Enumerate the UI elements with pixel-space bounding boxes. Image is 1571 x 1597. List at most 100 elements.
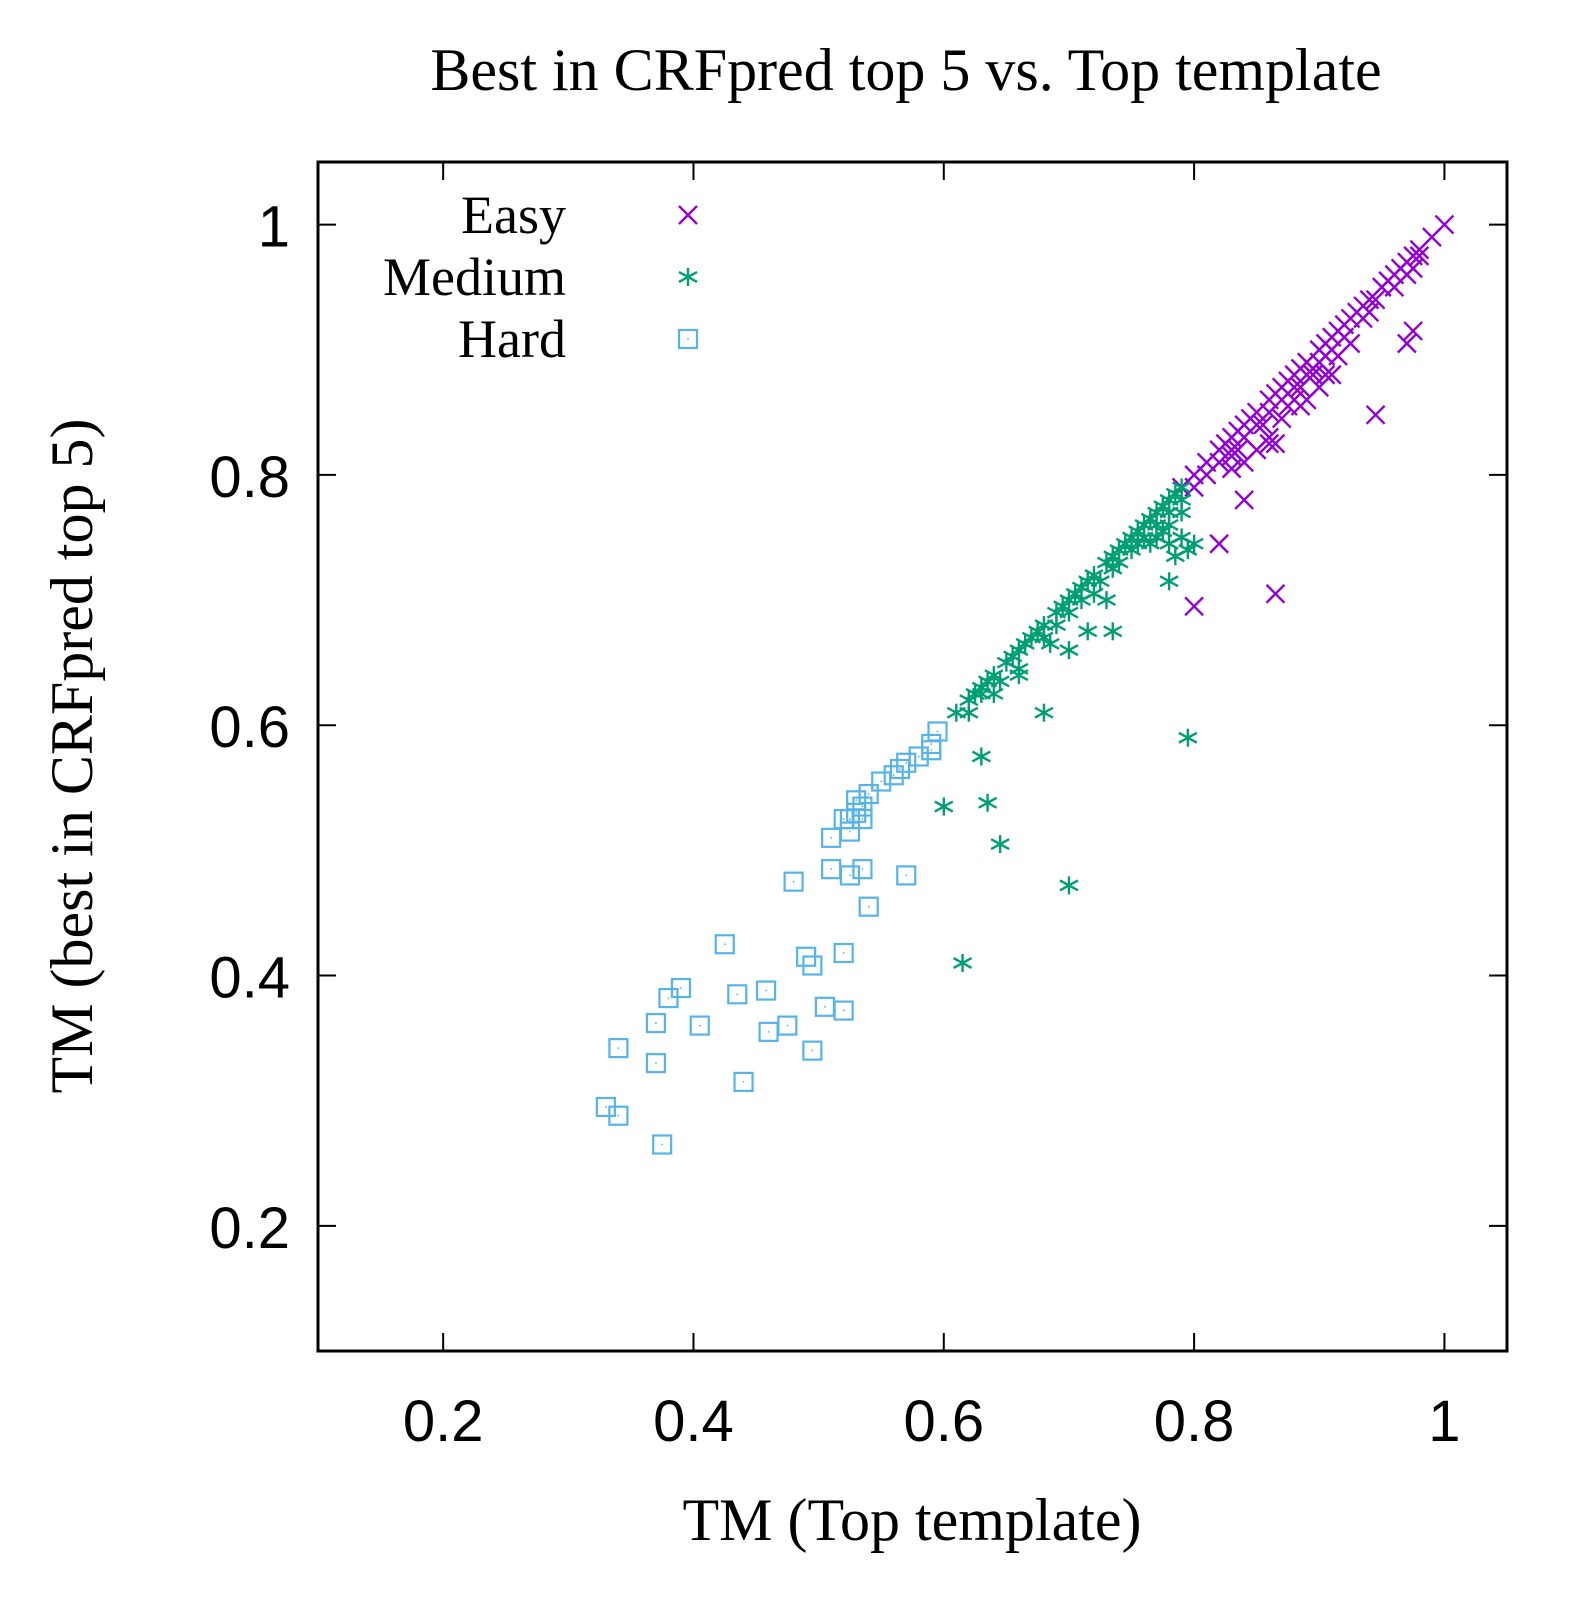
data-point-hard xyxy=(852,859,873,880)
chart-title: Best in CRFpred top 5 vs. Top template xyxy=(430,37,1381,103)
data-point-hard xyxy=(802,955,823,976)
legend-label-easy: Easy xyxy=(461,185,566,245)
data-point-easy xyxy=(1221,458,1242,479)
y-tick-label: 0.2 xyxy=(209,1196,290,1261)
data-point-hard xyxy=(839,821,861,842)
data-point-hard xyxy=(839,865,861,886)
data-point-easy xyxy=(1397,333,1417,354)
data-point-hard xyxy=(814,996,835,1017)
data-point-medium xyxy=(990,672,1010,691)
legend-marker-medium xyxy=(678,268,698,286)
data-point-medium xyxy=(1046,616,1067,635)
data-point-hard xyxy=(846,790,867,811)
data-point-easy xyxy=(1403,321,1423,341)
data-point-easy xyxy=(1228,440,1248,460)
data-point-medium xyxy=(1090,572,1110,591)
data-points xyxy=(595,214,1455,1155)
data-point-easy xyxy=(1184,477,1204,498)
y-tick-label: 0.4 xyxy=(209,946,290,1011)
data-point-medium xyxy=(1153,522,1173,541)
data-point-hard xyxy=(927,721,948,742)
data-point-hard xyxy=(689,1015,710,1036)
data-point-easy xyxy=(1209,533,1229,554)
data-point-medium xyxy=(1059,603,1079,622)
data-point-easy xyxy=(1365,404,1386,425)
data-point-medium xyxy=(952,954,973,973)
data-point-easy xyxy=(1321,364,1342,385)
data-point-medium xyxy=(1071,591,1092,610)
y-tick-label: 1 xyxy=(258,195,290,260)
y-tick-label: 0.8 xyxy=(209,445,290,510)
data-point-hard xyxy=(883,765,904,786)
data-point-medium xyxy=(1003,647,1023,666)
data-point-easy xyxy=(1234,490,1255,510)
x-tick-label: 0.6 xyxy=(903,1389,984,1454)
x-tick-label: 0.4 xyxy=(653,1389,734,1454)
data-point-medium xyxy=(1034,703,1054,722)
data-point-medium xyxy=(959,703,979,722)
data-point-hard xyxy=(802,1040,823,1061)
data-point-hard xyxy=(608,1038,629,1059)
data-point-easy xyxy=(1265,433,1286,454)
x-tick-label: 1 xyxy=(1428,1389,1460,1454)
data-point-hard xyxy=(896,752,917,773)
x-tick-label: 0.8 xyxy=(1154,1389,1235,1454)
data-point-easy xyxy=(1303,358,1323,379)
data-point-easy xyxy=(1253,414,1273,435)
data-point-medium xyxy=(990,835,1010,854)
data-point-medium xyxy=(1159,572,1179,591)
data-point-medium xyxy=(1078,622,1098,641)
data-point-hard xyxy=(821,827,842,848)
data-point-easy xyxy=(1403,258,1423,279)
data-point-hard xyxy=(833,942,854,964)
data-point-medium xyxy=(1059,641,1079,660)
y-tick-label: 0.6 xyxy=(209,695,290,760)
data-point-hard xyxy=(889,758,911,780)
data-point-medium xyxy=(1178,728,1198,747)
data-point-hard xyxy=(714,934,735,955)
data-point-medium xyxy=(934,797,954,816)
data-point-medium xyxy=(1015,634,1035,653)
data-point-hard xyxy=(733,1071,754,1093)
axis-ticks: 0.2 0.4 0.6 0.8 1 0.2 0.4 0.6 0.8 1 xyxy=(209,162,1507,1454)
data-point-hard xyxy=(777,1015,798,1036)
data-point-medium xyxy=(1103,622,1123,641)
data-point-medium xyxy=(946,703,966,722)
data-point-hard xyxy=(852,796,873,817)
data-point-hard xyxy=(727,984,748,1005)
legend-marker-hard xyxy=(677,328,699,350)
data-point-easy xyxy=(1184,596,1204,617)
data-point-medium xyxy=(1009,666,1029,685)
legend-label-medium: Medium xyxy=(383,247,566,307)
data-point-hard xyxy=(833,1000,854,1021)
data-point-hard xyxy=(658,987,679,1009)
data-point-medium xyxy=(984,684,1004,703)
data-point-hard xyxy=(608,1105,629,1126)
data-point-hard xyxy=(921,740,942,761)
data-point-easy xyxy=(1409,246,1430,266)
data-point-medium xyxy=(1128,534,1148,553)
data-point-hard xyxy=(645,1053,667,1074)
data-point-easy xyxy=(1353,308,1373,329)
y-axis-label: TM (best in CRFpred top 5) xyxy=(39,419,105,1094)
legend-marker-easy xyxy=(678,205,698,225)
legend-label-hard: Hard xyxy=(458,309,566,369)
data-point-easy xyxy=(1265,583,1286,604)
data-point-medium xyxy=(978,793,998,812)
data-point-hard xyxy=(821,859,842,880)
data-point-easy xyxy=(1365,289,1386,310)
data-point-easy xyxy=(1234,452,1255,473)
data-point-hard xyxy=(858,896,879,917)
data-point-medium xyxy=(1159,534,1179,553)
data-point-hard xyxy=(871,771,892,792)
data-point-hard xyxy=(652,1134,673,1155)
data-point-easy xyxy=(1271,408,1292,429)
data-point-medium xyxy=(1096,591,1117,610)
data-point-hard xyxy=(896,865,917,886)
data-point-medium xyxy=(1172,503,1192,522)
data-point-easy xyxy=(1328,346,1348,366)
data-point-easy xyxy=(1278,396,1298,416)
data-point-hard xyxy=(908,746,929,767)
